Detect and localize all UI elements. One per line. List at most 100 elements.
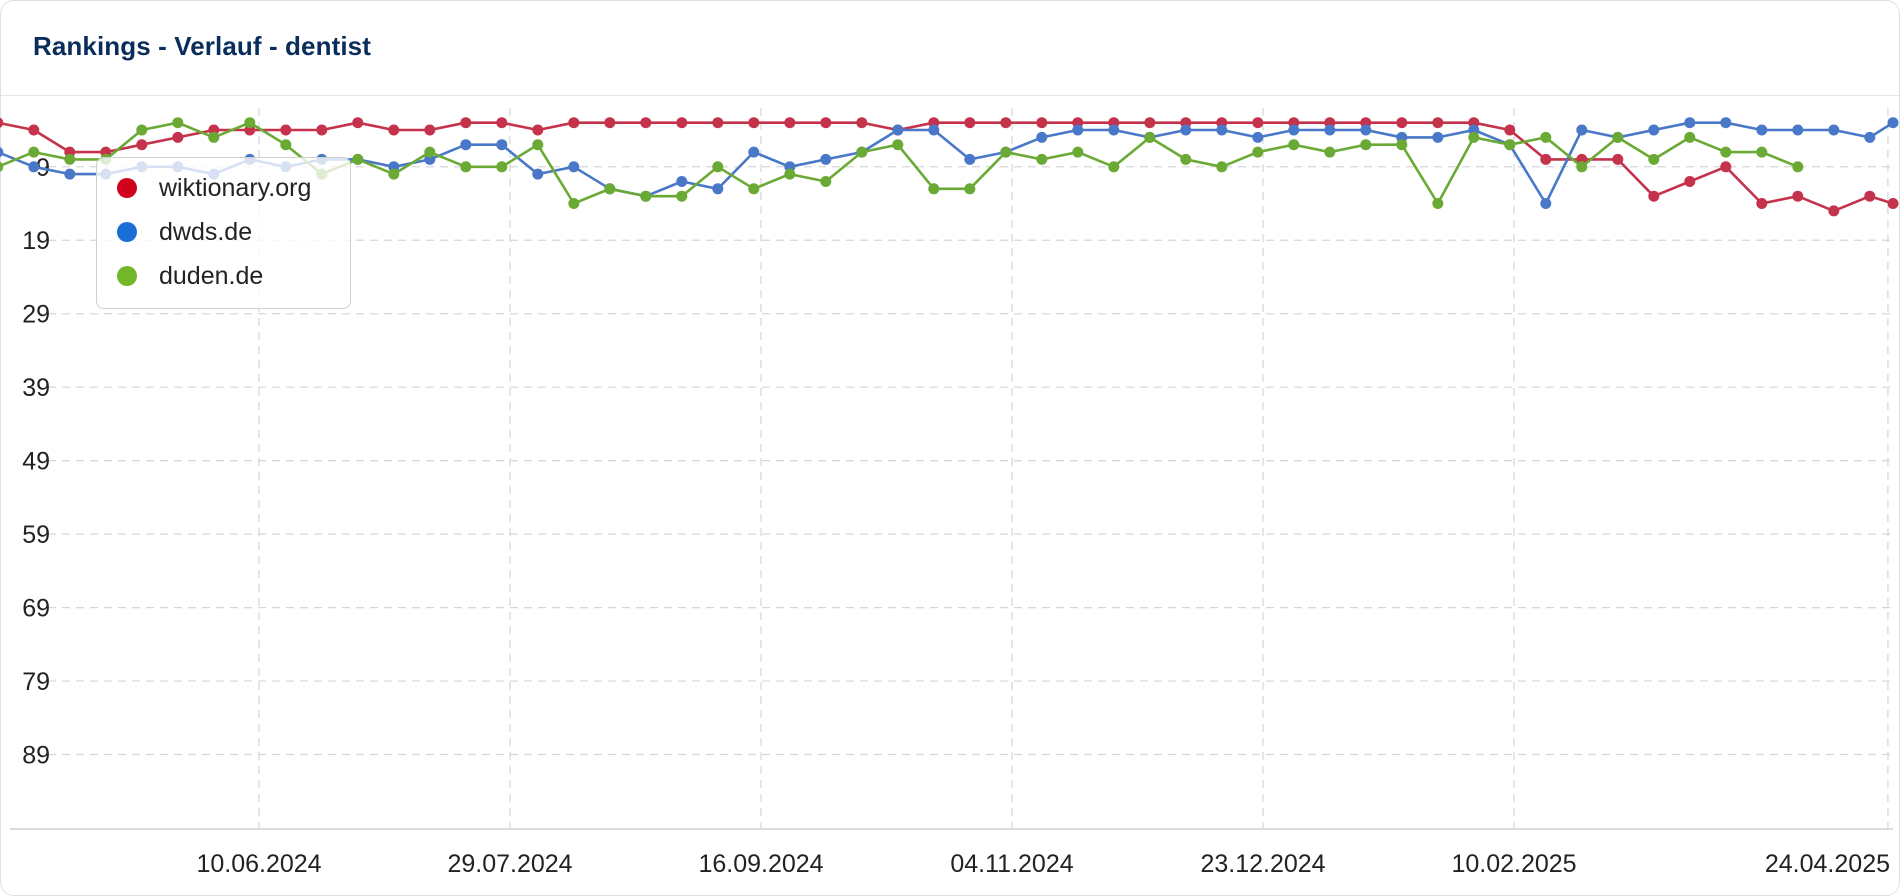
data-point: [1396, 117, 1408, 129]
data-point: [1756, 124, 1768, 136]
data-point: [604, 117, 616, 129]
data-point: [460, 161, 472, 173]
data-point: [676, 176, 688, 187]
data-point: [1887, 117, 1899, 129]
x-tick-label: 23.12.2024: [1200, 850, 1325, 878]
data-point: [1252, 131, 1264, 143]
data-point: [1360, 139, 1372, 151]
data-point: [1036, 153, 1048, 165]
data-point: [1648, 124, 1660, 136]
data-point: [1756, 146, 1768, 158]
data-point: [712, 183, 724, 195]
data-point: [892, 124, 904, 136]
data-point: [1072, 146, 1084, 158]
data-point: [892, 139, 904, 151]
legend-marker: [117, 178, 137, 198]
data-point: [1864, 190, 1876, 202]
data-point: [1720, 146, 1732, 158]
data-point: [1792, 161, 1804, 173]
data-point: [568, 198, 580, 209]
data-point: [136, 124, 148, 136]
y-tick-label: 49: [22, 448, 50, 476]
data-point: [1756, 198, 1768, 209]
card-header: Rankings - Verlauf - dentist: [1, 1, 1899, 96]
data-point: [928, 124, 940, 136]
chart-legend: wiktionary.org dwds.de duden.de: [96, 157, 351, 309]
data-point: [1828, 124, 1840, 136]
y-tick-label: 29: [22, 301, 50, 329]
data-point: [1432, 131, 1444, 143]
data-point: [964, 183, 976, 195]
data-point: [532, 168, 544, 180]
data-point: [820, 117, 832, 129]
x-tick-label: 16.09.2024: [698, 850, 823, 878]
data-point: [964, 117, 976, 129]
data-point: [316, 124, 328, 136]
data-point: [1036, 131, 1048, 143]
data-point: [712, 161, 724, 173]
data-point: [1144, 117, 1156, 129]
data-point: [1720, 161, 1732, 173]
y-tick-label: 59: [22, 521, 50, 549]
data-point: [1540, 153, 1552, 165]
data-point: [1036, 117, 1048, 129]
data-point: [1000, 146, 1012, 158]
data-point: [676, 190, 688, 202]
data-point: [460, 117, 472, 129]
data-point: [748, 117, 760, 129]
data-point: [424, 124, 436, 136]
x-tick-label: 10.06.2024: [196, 850, 321, 878]
data-point: [64, 168, 76, 180]
data-point: [532, 124, 544, 136]
data-point: [1828, 205, 1840, 217]
data-point: [1576, 161, 1588, 173]
data-point: [1288, 139, 1300, 151]
data-point: [1887, 198, 1899, 209]
data-point: [964, 153, 976, 165]
data-point: [0, 161, 4, 172]
data-point: [28, 124, 40, 136]
data-point: [424, 146, 436, 158]
data-point: [1180, 124, 1192, 136]
data-point: [1648, 190, 1660, 202]
data-point: [1000, 117, 1012, 129]
legend-label: duden.de: [159, 261, 264, 290]
legend-item: wiktionary.org: [117, 173, 311, 203]
legend-label: dwds.de: [159, 217, 253, 246]
data-point: [352, 117, 364, 129]
data-point: [352, 153, 364, 165]
data-point: [640, 190, 652, 202]
legend-item: dwds.de: [117, 217, 252, 247]
data-point: [388, 124, 400, 136]
series-line: [0, 121, 1894, 213]
data-point: [244, 117, 256, 129]
data-point: [820, 176, 832, 187]
data-point: [1540, 131, 1552, 143]
data-point: [784, 168, 796, 180]
data-point: [0, 117, 4, 128]
data-point: [208, 131, 220, 143]
data-point: [1792, 190, 1804, 202]
data-point: [1540, 198, 1552, 209]
data-point: [1072, 124, 1084, 136]
data-point: [280, 139, 292, 151]
data-point: [460, 139, 472, 151]
x-tick-label: 29.07.2024: [447, 850, 572, 878]
data-point: [1504, 139, 1516, 151]
data-point: [1252, 117, 1264, 129]
data-point: [1180, 153, 1192, 165]
data-point: [604, 183, 616, 195]
data-point: [388, 168, 400, 180]
data-point: [1252, 146, 1264, 158]
data-point: [856, 117, 868, 129]
data-point: [1684, 131, 1696, 143]
data-point: [676, 117, 688, 129]
y-tick-label: 69: [22, 595, 50, 623]
data-point: [1216, 124, 1228, 136]
data-point: [1720, 117, 1732, 129]
x-tick-label: 04.11.2024: [950, 850, 1073, 878]
data-point: [748, 183, 760, 195]
legend-item: duden.de: [117, 261, 263, 291]
legend-marker: [117, 222, 137, 242]
